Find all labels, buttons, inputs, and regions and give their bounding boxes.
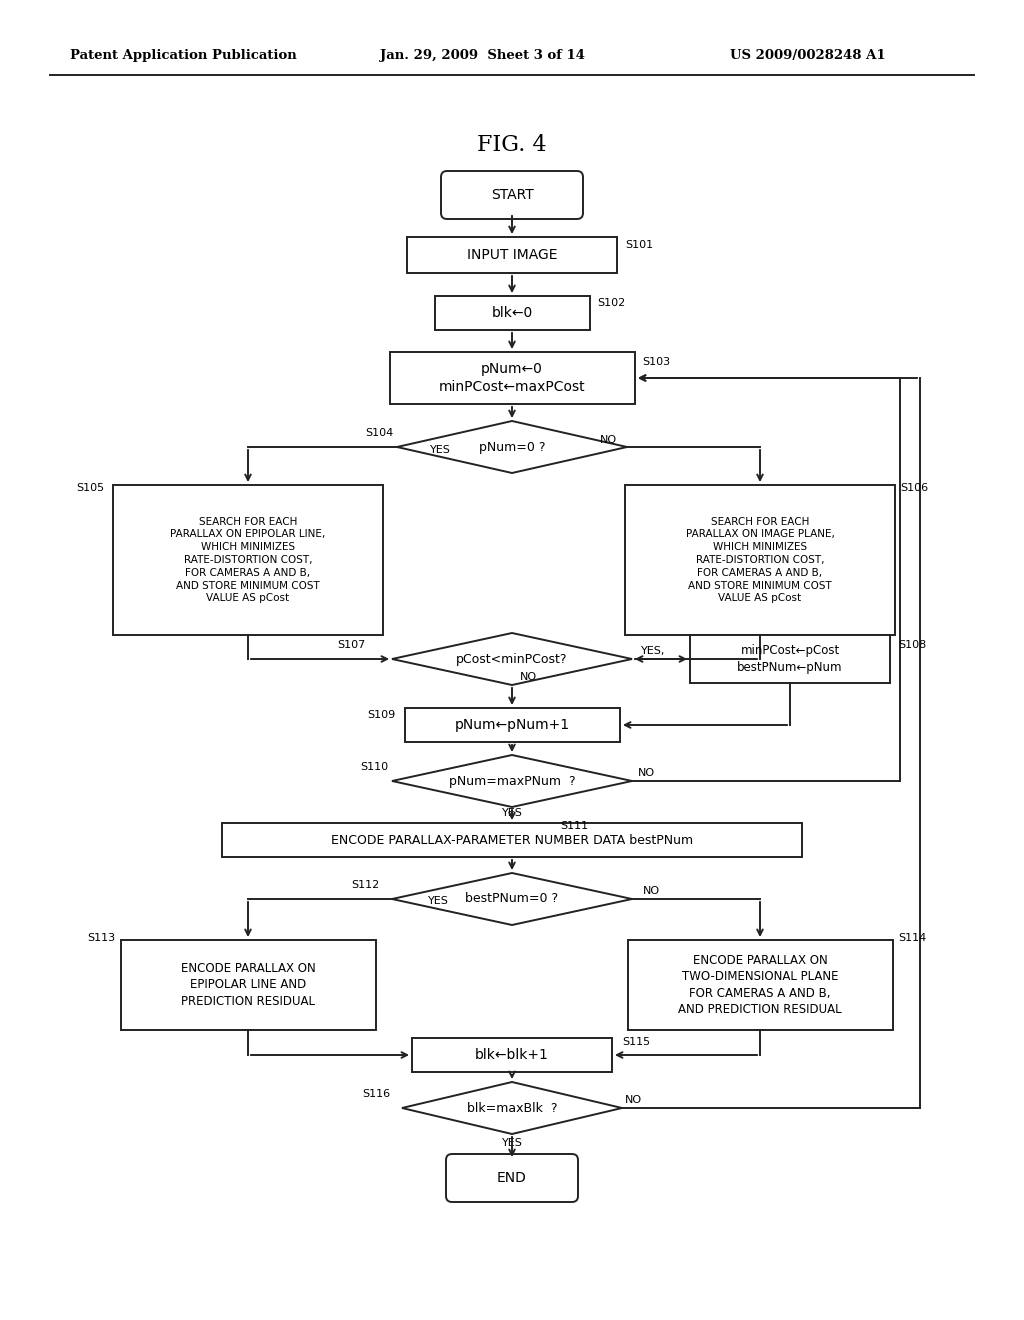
- Text: NO: NO: [643, 886, 660, 896]
- Text: pNum=0 ?: pNum=0 ?: [479, 441, 545, 454]
- Bar: [389, 352, 635, 404]
- FancyBboxPatch shape: [446, 1154, 578, 1203]
- Text: S113: S113: [87, 933, 115, 942]
- FancyBboxPatch shape: [441, 172, 583, 219]
- Text: S104: S104: [366, 428, 394, 438]
- Text: S105: S105: [76, 483, 104, 492]
- Text: S110: S110: [359, 762, 388, 772]
- Text: US 2009/0028248 A1: US 2009/0028248 A1: [730, 49, 886, 62]
- Polygon shape: [392, 755, 632, 807]
- Text: pNum←0
minPCost←maxPCost: pNum←0 minPCost←maxPCost: [438, 362, 586, 393]
- Bar: [222, 822, 802, 857]
- Text: minPCost←pCost
bestPNum←pNum: minPCost←pCost bestPNum←pNum: [737, 644, 843, 673]
- Text: ENCODE PARALLAX-PARAMETER NUMBER DATA bestPNum: ENCODE PARALLAX-PARAMETER NUMBER DATA be…: [331, 833, 693, 846]
- Bar: [407, 238, 617, 273]
- Polygon shape: [392, 873, 632, 925]
- Text: S115: S115: [622, 1038, 650, 1047]
- Text: S108: S108: [898, 640, 927, 649]
- Text: YES,: YES,: [641, 645, 666, 656]
- Text: ENCODE PARALLAX ON
TWO-DIMENSIONAL PLANE
FOR CAMERAS A AND B,
AND PREDICTION RES: ENCODE PARALLAX ON TWO-DIMENSIONAL PLANE…: [678, 954, 842, 1016]
- Text: FIG. 4: FIG. 4: [477, 135, 547, 156]
- Text: blk←0: blk←0: [492, 306, 532, 319]
- Text: S116: S116: [361, 1089, 390, 1100]
- Bar: [121, 940, 376, 1030]
- Text: S114: S114: [898, 933, 927, 942]
- Text: SEARCH FOR EACH
PARALLAX ON EPIPOLAR LINE,
WHICH MINIMIZES
RATE-DISTORTION COST,: SEARCH FOR EACH PARALLAX ON EPIPOLAR LIN…: [170, 516, 326, 603]
- Text: S109: S109: [367, 710, 395, 719]
- Text: YES: YES: [429, 445, 451, 455]
- Polygon shape: [397, 421, 627, 473]
- Bar: [113, 484, 383, 635]
- Bar: [404, 708, 620, 742]
- Text: S112: S112: [352, 880, 380, 890]
- Text: YES: YES: [502, 1138, 522, 1148]
- Text: pNum←pNum+1: pNum←pNum+1: [455, 718, 569, 733]
- Text: Jan. 29, 2009  Sheet 3 of 14: Jan. 29, 2009 Sheet 3 of 14: [380, 49, 585, 62]
- Bar: [625, 484, 895, 635]
- Text: INPUT IMAGE: INPUT IMAGE: [467, 248, 557, 261]
- Text: END: END: [497, 1171, 527, 1185]
- Text: S103: S103: [642, 356, 670, 367]
- Text: bestPNum=0 ?: bestPNum=0 ?: [466, 892, 558, 906]
- Text: S107: S107: [338, 640, 366, 649]
- Text: NO: NO: [625, 1096, 642, 1105]
- Text: NO: NO: [600, 436, 617, 445]
- Text: SEARCH FOR EACH
PARALLAX ON IMAGE PLANE,
WHICH MINIMIZES
RATE-DISTORTION COST,
F: SEARCH FOR EACH PARALLAX ON IMAGE PLANE,…: [685, 516, 835, 603]
- Text: START: START: [490, 187, 534, 202]
- Text: ENCODE PARALLAX ON
EPIPOLAR LINE AND
PREDICTION RESIDUAL: ENCODE PARALLAX ON EPIPOLAR LINE AND PRE…: [180, 962, 315, 1008]
- Text: YES: YES: [502, 808, 522, 818]
- Bar: [628, 940, 893, 1030]
- Text: blk←blk+1: blk←blk+1: [475, 1048, 549, 1063]
- Text: pNum=maxPNum  ?: pNum=maxPNum ?: [449, 775, 575, 788]
- Text: YES: YES: [428, 896, 449, 906]
- Text: NO: NO: [520, 672, 538, 682]
- Bar: [690, 635, 890, 682]
- Text: NO: NO: [638, 768, 655, 777]
- Bar: [434, 296, 590, 330]
- Text: S102: S102: [597, 298, 626, 308]
- Text: blk=maxBlk  ?: blk=maxBlk ?: [467, 1101, 557, 1114]
- Text: S106: S106: [900, 483, 928, 492]
- Text: S101: S101: [625, 240, 653, 249]
- Text: Patent Application Publication: Patent Application Publication: [70, 49, 297, 62]
- Text: pCost<minPCost?: pCost<minPCost?: [457, 652, 567, 665]
- Polygon shape: [392, 634, 632, 685]
- Bar: [412, 1038, 612, 1072]
- Polygon shape: [402, 1082, 622, 1134]
- Text: S111: S111: [560, 821, 588, 832]
